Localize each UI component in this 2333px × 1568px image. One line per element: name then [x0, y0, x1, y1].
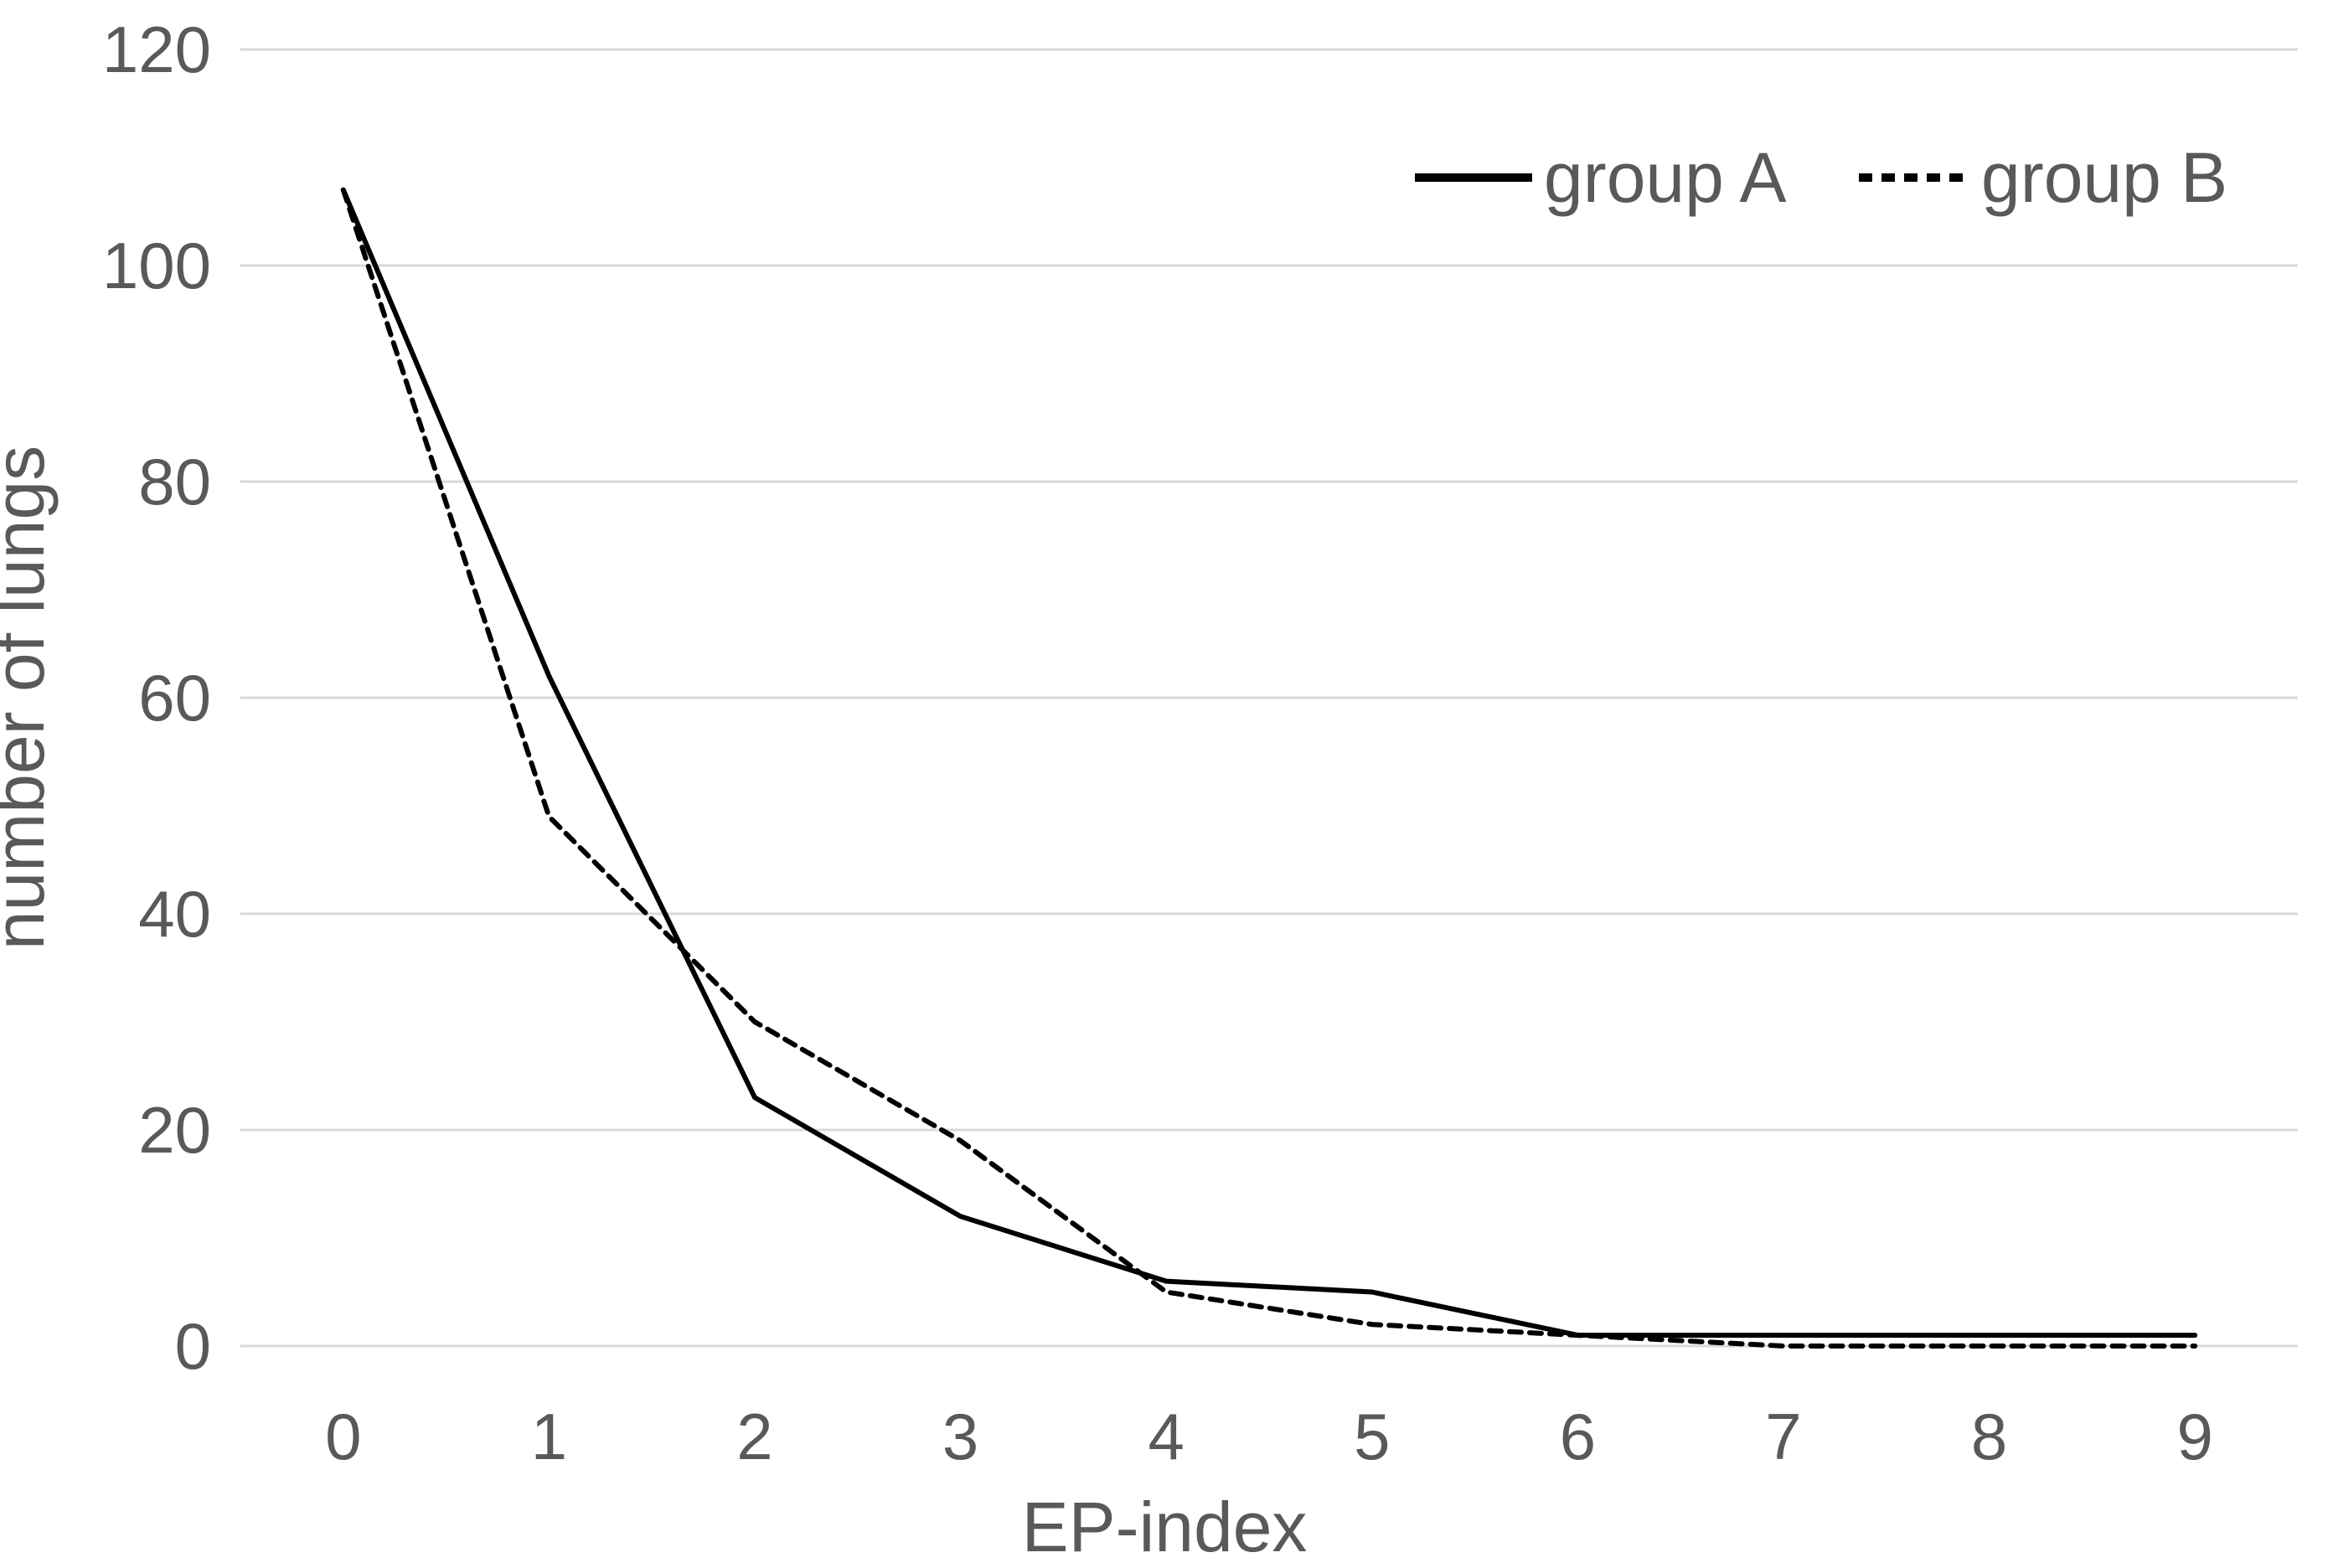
series-line-group-b	[340, 187, 2198, 1349]
x-tick-label: 2	[736, 1400, 772, 1473]
x-tick-label: 5	[1354, 1400, 1390, 1473]
legend-item-group-b: group B	[1859, 138, 2227, 217]
legend-label-group-b: group B	[1981, 138, 2227, 217]
y-axis-title: number of lungs	[0, 446, 59, 950]
x-tick-label: 1	[531, 1400, 567, 1473]
series-line-group-a	[340, 187, 2198, 1338]
y-tick-label: 40	[138, 877, 211, 951]
x-tick-label: 0	[325, 1400, 361, 1473]
x-tick-label: 8	[1971, 1400, 2007, 1473]
legend: group A group B	[1415, 138, 2227, 217]
y-tick-label: 0	[175, 1309, 211, 1383]
x-tick-label: 6	[1560, 1400, 1596, 1473]
x-tick-label: 4	[1148, 1400, 1185, 1473]
x-axis-title: EP-index	[1022, 1488, 1308, 1566]
y-tick-label: 80	[138, 445, 211, 518]
legend-label-group-a: group A	[1544, 138, 1787, 217]
x-axis-tick-labels: 0 1 2 3 4 5 6 7 8 9	[325, 1400, 2213, 1473]
x-tick-label: 3	[942, 1400, 978, 1473]
y-axis-tick-labels: 0 20 40 60 80 100 120	[102, 13, 211, 1383]
x-tick-label: 7	[1765, 1400, 1801, 1473]
y-tick-label: 100	[102, 229, 211, 302]
y-tick-label: 120	[102, 13, 211, 86]
legend-item-group-a: group A	[1415, 138, 1787, 217]
x-tick-label: 9	[2177, 1400, 2213, 1473]
gridlines-group	[240, 48, 2298, 1348]
y-tick-label: 60	[138, 661, 211, 735]
y-tick-label: 20	[138, 1093, 211, 1167]
